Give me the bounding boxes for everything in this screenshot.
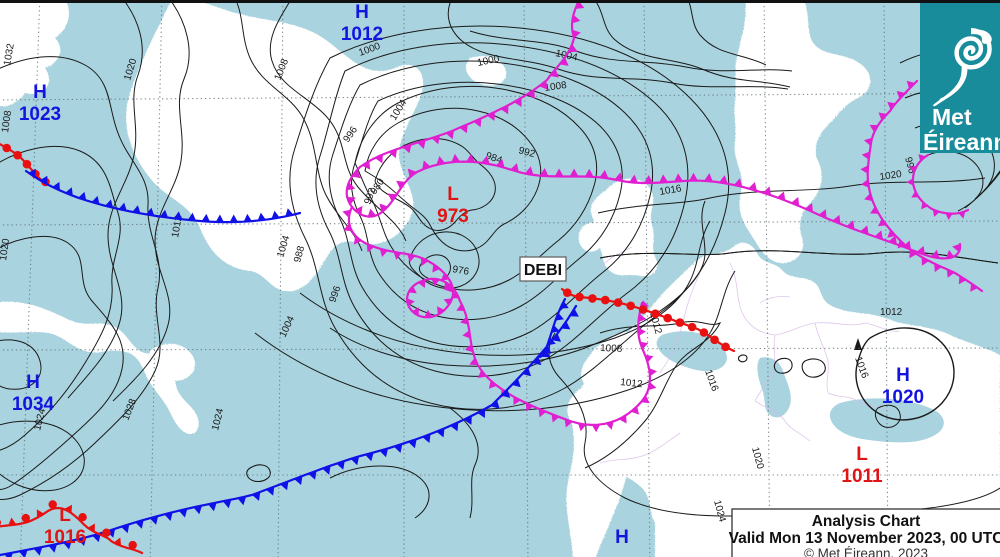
svg-text:996: 996 xyxy=(327,284,343,304)
svg-text:1024: 1024 xyxy=(210,407,226,432)
svg-text:DEBI: DEBI xyxy=(524,262,562,279)
svg-text:L: L xyxy=(856,444,868,465)
svg-text:L: L xyxy=(447,184,459,205)
svg-text:Met: Met xyxy=(932,104,972,130)
svg-text:H: H xyxy=(896,365,910,386)
svg-text:1020: 1020 xyxy=(0,237,12,261)
svg-text:1008: 1008 xyxy=(600,343,623,355)
svg-text:1016: 1016 xyxy=(44,527,86,548)
svg-text:1016: 1016 xyxy=(659,183,683,198)
svg-text:1023: 1023 xyxy=(19,104,61,125)
svg-text:1028: 1028 xyxy=(121,397,140,422)
svg-text:1012: 1012 xyxy=(880,307,903,318)
svg-text:976: 976 xyxy=(451,264,470,278)
svg-text:1004: 1004 xyxy=(278,314,298,339)
svg-text:1008: 1008 xyxy=(0,109,14,133)
svg-text:1012: 1012 xyxy=(341,24,383,45)
svg-text:1020: 1020 xyxy=(882,387,924,408)
svg-text:L: L xyxy=(59,505,71,526)
svg-text:Éireann: Éireann xyxy=(923,128,1000,155)
svg-text:1020: 1020 xyxy=(879,169,903,183)
svg-text:H: H xyxy=(33,82,47,103)
svg-text:© Met Éireann, 2023: © Met Éireann, 2023 xyxy=(804,546,928,557)
svg-text:1034: 1034 xyxy=(12,394,55,415)
svg-text:H: H xyxy=(355,3,369,23)
svg-text:H: H xyxy=(615,527,629,548)
svg-text:1008: 1008 xyxy=(544,80,568,94)
svg-text:1011: 1011 xyxy=(841,466,883,487)
svg-text:973: 973 xyxy=(437,206,469,227)
svg-text:H: H xyxy=(26,372,40,393)
svg-text:Valid Mon 13 November 2023, 00: Valid Mon 13 November 2023, 00 UTC xyxy=(729,530,1000,547)
svg-text:Analysis Chart: Analysis Chart xyxy=(812,513,921,530)
